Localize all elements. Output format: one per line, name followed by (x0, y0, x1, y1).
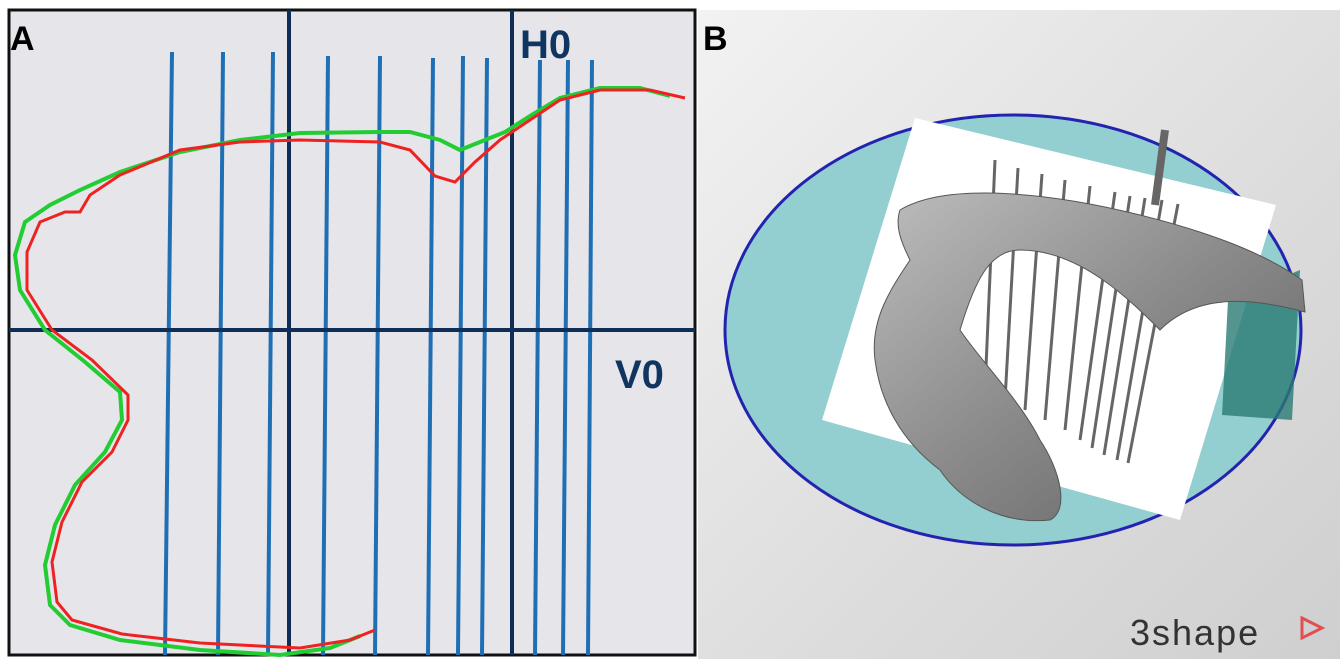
axis-label: V0 (615, 353, 664, 397)
panel-label: A (10, 20, 35, 58)
logo: 3shape (1130, 612, 1260, 653)
axis-label: H0 (520, 23, 571, 67)
figure: A H0 V0 3shape B (0, 0, 1340, 659)
panel-b: 3shape B (698, 10, 1340, 659)
panel-a: A H0 V0 (9, 10, 695, 655)
panel-label: B (703, 20, 728, 58)
